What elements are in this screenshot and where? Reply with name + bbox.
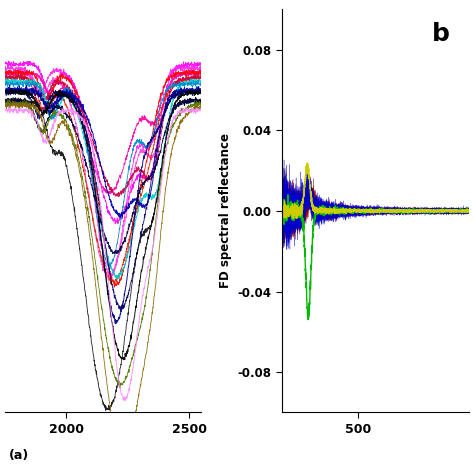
Text: b: b: [432, 22, 450, 46]
Y-axis label: FD spectral reflectance: FD spectral reflectance: [219, 133, 232, 289]
Text: (a): (a): [9, 448, 29, 462]
